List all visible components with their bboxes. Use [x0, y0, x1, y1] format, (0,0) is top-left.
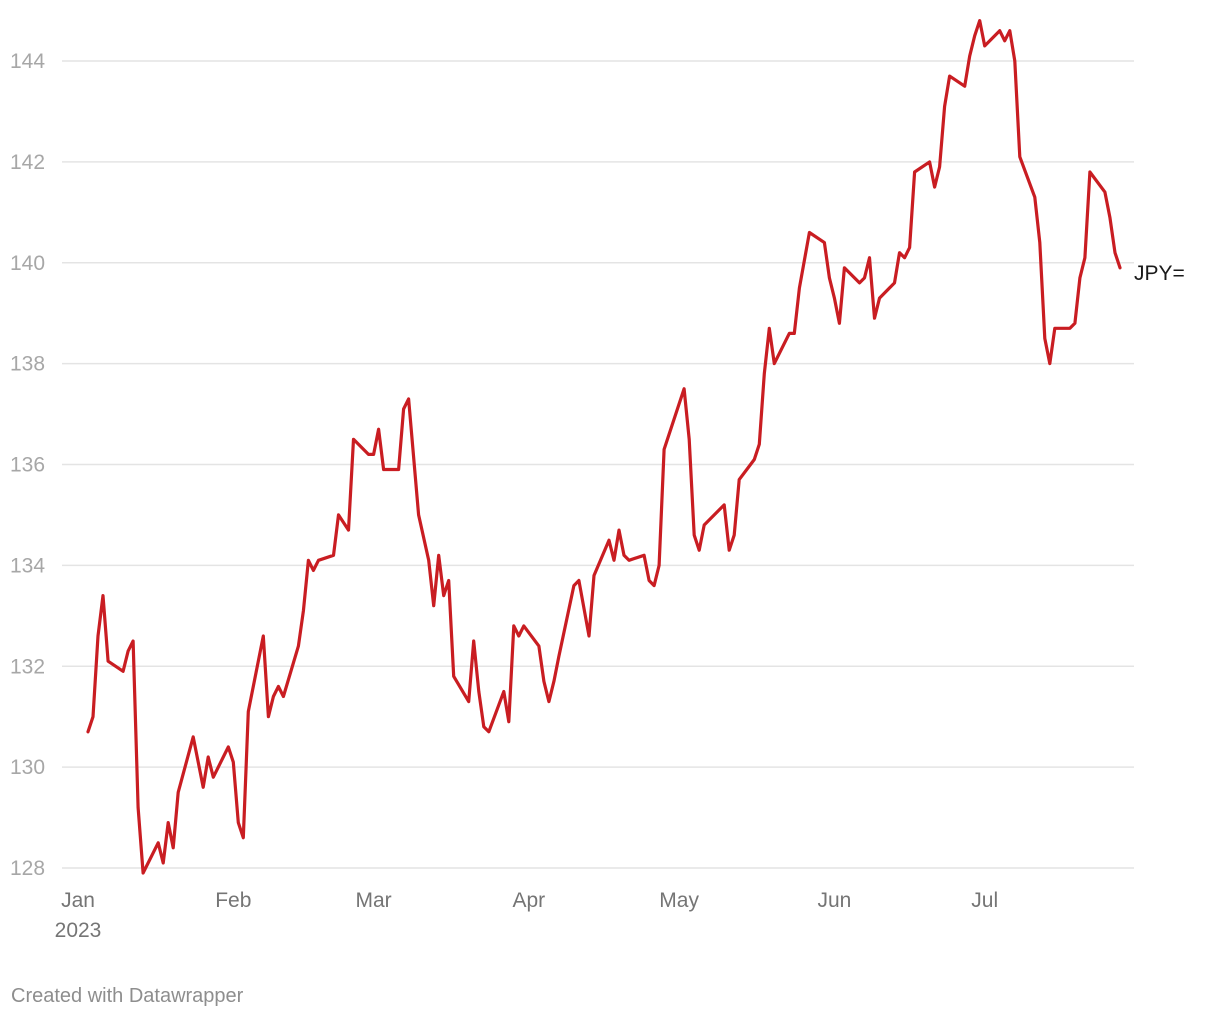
y-tick-label: 130: [10, 756, 45, 779]
y-tick-label: 142: [10, 151, 45, 174]
x-axis-ticks: Jan 2023 Feb Mar Apr May Jun Jul: [55, 889, 998, 942]
line-chart: 128 130 132 134 136 138 140 142 144 Jan 2023 Feb Ma…: [10, 19, 1185, 942]
x-tick-label: Jul: [971, 889, 998, 912]
y-tick-label: 140: [10, 252, 45, 275]
y-tick-label: 138: [10, 353, 45, 376]
y-tick-label: 134: [10, 554, 45, 577]
series-layer: JPY=: [86, 19, 1185, 875]
series-line: [86, 19, 1122, 875]
x-tick-label: Apr: [513, 889, 546, 912]
y-tick-label: 136: [10, 454, 45, 477]
series-label: JPY=: [1134, 262, 1185, 285]
x-tick-label: Jun: [817, 889, 851, 912]
x-tick-label: Jan: [61, 889, 95, 912]
x-tick-label: Mar: [355, 889, 391, 912]
gridlines: [62, 60, 1134, 869]
x-tick-label: Feb: [215, 889, 251, 912]
y-axis-ticks: 128 130 132 134 136 138 140 142 144: [10, 50, 45, 880]
x-tick-label: May: [659, 889, 699, 912]
y-tick-label: 144: [10, 50, 45, 73]
y-tick-label: 132: [10, 655, 45, 678]
x-tick-sublabel: 2023: [55, 919, 102, 942]
y-tick-label: 128: [10, 857, 45, 880]
credit-text: Created with Datawrapper: [11, 985, 244, 1007]
